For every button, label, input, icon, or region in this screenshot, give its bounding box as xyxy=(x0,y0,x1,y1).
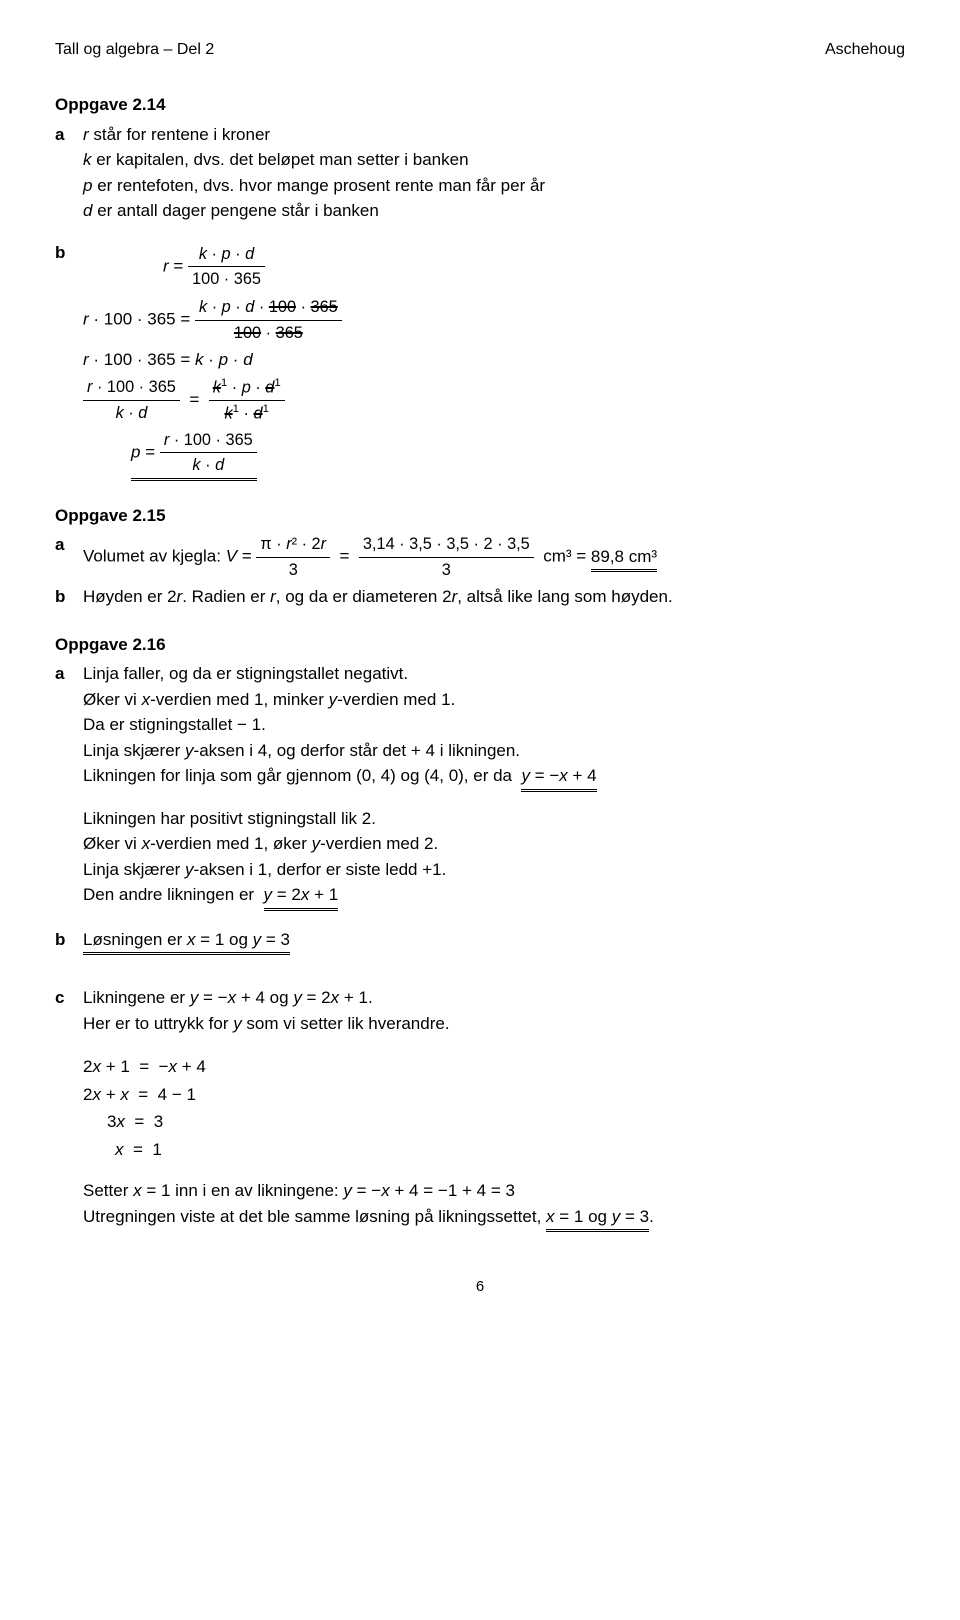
t216-a-l4: Linja skjærer y-aksen i 4, og derfor stå… xyxy=(83,738,905,764)
t216-a-l2: Øker vi x-verdien med 1, minker y-verdie… xyxy=(83,687,905,713)
task215-b: b Høyden er 2r. Radien er r, og da er di… xyxy=(55,584,905,610)
t216-c-l2: Her er to uttrykk for y som vi setter li… xyxy=(83,1011,905,1037)
task216-c: c Likningene er y = −x + 4 og y = 2x + 1… xyxy=(55,985,905,1036)
task215-a: a Volumet av kjegla: V = π · r² · 2r3 = … xyxy=(55,532,905,582)
page-header: Tall og algebra – Del 2 Aschehoug xyxy=(55,38,905,62)
task214-a-line3: p er rentefoten, dvs. hvor mange prosent… xyxy=(83,173,905,199)
t216-c-l1: Likningene er y = −x + 4 og y = 2x + 1. xyxy=(83,985,905,1011)
task214-a-line4: d er antall dager pengene står i banken xyxy=(83,198,905,224)
task214-b: b r = k · p · d100 · 365 xyxy=(55,240,905,294)
task216-a: a Linja faller, og da er stigningstallet… xyxy=(55,661,905,911)
t216-a-l7: Øker vi x-verdien med 1, øker y-verdien … xyxy=(83,831,905,857)
task215-a-pre: Volumet av kjegla: xyxy=(83,547,226,566)
task-heading-216: Oppgave 2.16 xyxy=(55,632,905,658)
t216-b-ans: Løsningen er x = 1 og y = 3 xyxy=(83,927,290,956)
part-label-b-215: b xyxy=(55,584,83,610)
task-heading-215: Oppgave 2.15 xyxy=(55,503,905,529)
task214-a-line1: r står for rentene i kroner xyxy=(83,122,905,148)
t216-a-l1: Linja faller, og da er stigningstallet n… xyxy=(83,661,905,687)
page-number: 6 xyxy=(55,1276,905,1299)
t216-a-l5: Likningen for linja som går gjennom (0, … xyxy=(83,763,905,792)
eq-b1: r = k · p · d100 · 365 xyxy=(163,242,905,292)
part-label-a: a xyxy=(55,122,83,148)
t216-a-l9: Den andre likningen er y = 2x + 1 xyxy=(83,882,905,911)
part-label-c-216: c xyxy=(55,985,83,1011)
part-label-b-216: b xyxy=(55,927,83,953)
task214-a: a r står for rentene i kroner k er kapit… xyxy=(55,122,905,224)
part-label-a-216: a xyxy=(55,661,83,687)
header-left: Tall og algebra – Del 2 xyxy=(55,38,214,62)
task214-b-work: r · 100 · 365 = k · p · d · 100 · 365 10… xyxy=(83,295,905,480)
t216-a-l6: Likningen har positivt stigningstall lik… xyxy=(83,806,905,832)
task216-c-work: 2x + 1 = −x + 4 2x + x = 4 − 1 3x = 3 x … xyxy=(83,1054,905,1162)
task-heading-214: Oppgave 2.14 xyxy=(55,92,905,118)
task214-a-line2: k er kapitalen, dvs. det beløpet man set… xyxy=(83,147,905,173)
part-label-b: b xyxy=(55,240,83,266)
task216-b: b Løsningen er x = 1 og y = 3 xyxy=(55,927,905,956)
t216-a-l3: Da er stigningstallet − 1. xyxy=(83,712,905,738)
t216-a-l8: Linja skjærer y-aksen i 1, derfor er sis… xyxy=(83,857,905,883)
task216-c-post: Setter x = 1 inn i en av likningene: y =… xyxy=(83,1178,905,1232)
part-label-a-215: a xyxy=(55,532,83,558)
header-right: Aschehoug xyxy=(825,38,905,62)
